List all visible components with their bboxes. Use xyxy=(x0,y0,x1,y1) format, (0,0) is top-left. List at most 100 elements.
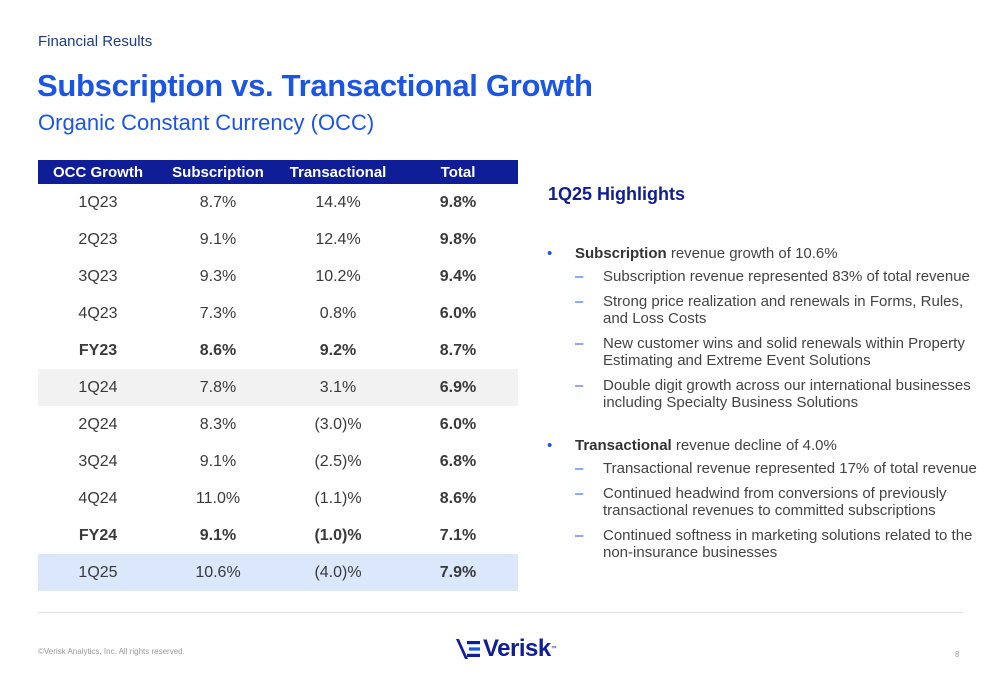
subscription-cell: 10.6% xyxy=(158,554,278,591)
table-row: 1Q24 7.8% 3.1% 6.9% xyxy=(38,369,518,406)
copyright-text: ©Verisk Analytics, Inc. All rights reser… xyxy=(38,647,185,656)
subscription-cell: 7.3% xyxy=(199,304,237,322)
transactional-cell: 3.1% xyxy=(278,369,398,406)
transactional-cell: 0.8% xyxy=(319,304,357,322)
period-cell: 1Q25 xyxy=(38,554,158,591)
column-header-total: Total xyxy=(398,160,518,184)
highlight-item-subscription: • Subscription revenue growth of 10.6% –… xyxy=(532,245,984,411)
footer-divider xyxy=(38,612,963,613)
subscription-cell: 11.0% xyxy=(195,489,241,507)
transactional-cell: 14.4% xyxy=(315,193,361,211)
period-cell: 1Q24 xyxy=(38,369,158,406)
highlight-sublist: – Transactional revenue represented 17% o… xyxy=(575,460,984,561)
table-row: 2Q24 8.3% (3.0)% 6.0% xyxy=(38,406,518,443)
highlight-subitem: – Continued softness in marketing solutio… xyxy=(575,527,984,561)
table-header-row: OCC Growth Subscription Transactional To… xyxy=(38,160,518,184)
subscription-cell: 8.7% xyxy=(199,193,237,211)
transactional-cell: (1.1)% xyxy=(314,489,362,507)
total-cell: 6.8% xyxy=(439,452,477,470)
table-row: 3Q24 9.1% (2.5)% 6.8% xyxy=(38,443,518,480)
highlight-subitem: – Strong price realization and renewals i… xyxy=(575,293,984,327)
period-cell: 1Q23 xyxy=(78,193,118,211)
total-cell: 6.9% xyxy=(398,369,518,406)
period-cell: 3Q23 xyxy=(78,267,118,285)
column-header-transactional: Transactional xyxy=(278,160,398,184)
page-subtitle: Organic Constant Currency (OCC) xyxy=(38,110,375,135)
total-cell: 6.0% xyxy=(439,304,477,322)
subscription-cell: 9.3% xyxy=(199,267,237,285)
bullet-icon: • xyxy=(547,245,553,262)
period-cell: 2Q24 xyxy=(78,415,118,433)
highlights-title: 1Q25 Highlights xyxy=(548,184,686,204)
highlight-bold: Transactional xyxy=(575,437,672,454)
subscription-cell: 7.8% xyxy=(158,369,278,406)
dash-icon: – xyxy=(575,527,584,544)
transactional-cell: 10.2% xyxy=(315,267,361,285)
total-cell: 7.1% xyxy=(439,526,477,544)
highlight-subitem: – New customer wins and solid renewals wi… xyxy=(575,335,984,369)
highlight-subitem-text: Transactional revenue represented 17% of… xyxy=(603,460,977,477)
period-cell: 4Q23 xyxy=(78,304,118,322)
total-cell: 6.0% xyxy=(439,415,477,433)
growth-table: OCC Growth Subscription Transactional To… xyxy=(38,160,518,591)
period-cell: 4Q24 xyxy=(78,489,118,507)
highlight-text: revenue growth of 10.6% xyxy=(666,245,838,262)
transactional-cell: (1.0)% xyxy=(314,526,362,544)
dash-icon: – xyxy=(575,485,584,502)
period-cell: 2Q23 xyxy=(78,230,118,248)
column-header-subscription: Subscription xyxy=(158,160,278,184)
column-header-occ-growth: OCC Growth xyxy=(38,160,158,184)
transactional-cell: 9.2% xyxy=(319,341,357,359)
total-cell: 8.6% xyxy=(439,489,477,507)
dash-icon: – xyxy=(575,293,584,310)
subscription-cell: 9.1% xyxy=(199,230,237,248)
dash-icon: – xyxy=(575,268,584,285)
total-cell: 9.4% xyxy=(439,267,477,285)
table-row: 2Q23 9.1% 12.4% 9.8% xyxy=(38,221,518,258)
table-row-fiscal-year: FY24 9.1% (1.0)% 7.1% xyxy=(38,517,518,554)
table-row: 3Q23 9.3% 10.2% 9.4% xyxy=(38,258,518,295)
subscription-cell: 8.6% xyxy=(199,341,237,359)
table-row: 4Q23 7.3% 0.8% 6.0% xyxy=(38,295,518,332)
highlight-item-transactional: • Transactional revenue decline of 4.0% … xyxy=(532,437,984,561)
highlight-text: revenue decline of 4.0% xyxy=(671,437,837,454)
highlight-subitem: – Double digit growth across our internat… xyxy=(575,377,984,411)
highlight-subitem: – Transactional revenue represented 17% o… xyxy=(575,460,984,477)
subscription-cell: 8.3% xyxy=(199,415,237,433)
table-row-current-quarter: 1Q25 10.6% (4.0)% 7.9% xyxy=(38,554,518,591)
highlight-subitem-text: Double digit growth across our internati… xyxy=(603,377,971,411)
transactional-cell: (3.0)% xyxy=(314,415,362,433)
dash-icon: – xyxy=(575,335,584,352)
table-row: 4Q24 11.0% (1.1)% 8.6% xyxy=(38,480,518,517)
page-number: 8 xyxy=(955,650,960,659)
bullet-icon: • xyxy=(547,437,553,454)
highlight-subitem: – Continued headwind from conversions of … xyxy=(575,485,984,519)
transactional-cell: (4.0)% xyxy=(278,554,398,591)
total-cell: 7.9% xyxy=(398,554,518,591)
transactional-cell: (2.5)% xyxy=(314,452,362,470)
highlight-subitem: – Subscription revenue represented 83% of… xyxy=(575,268,984,285)
period-cell: 3Q24 xyxy=(78,452,118,470)
period-cell: FY24 xyxy=(78,526,118,544)
total-cell: 8.7% xyxy=(439,341,477,359)
subscription-cell: 9.1% xyxy=(199,452,237,470)
section-label: Financial Results xyxy=(38,33,153,50)
verisk-logo: Verisk ™ xyxy=(455,635,557,663)
table-row: 1Q23 8.7% 14.4% 9.8% xyxy=(38,184,518,221)
highlight-subitem-text: Continued softness in marketing solution… xyxy=(603,527,973,561)
highlight-sublist: – Subscription revenue represented 83% of… xyxy=(575,268,984,411)
dash-icon: – xyxy=(575,377,584,394)
highlight-bold: Subscription xyxy=(575,245,667,262)
logo-wordmark: Verisk xyxy=(483,635,551,662)
subscription-cell: 9.1% xyxy=(199,526,237,544)
logo-trademark: ™ xyxy=(550,646,557,652)
highlight-subitem-text: Strong price realization and renewals in… xyxy=(603,293,964,327)
total-cell: 9.8% xyxy=(439,230,477,248)
transactional-cell: 12.4% xyxy=(315,230,361,248)
highlights-list: • Subscription revenue growth of 10.6% –… xyxy=(532,245,984,569)
verisk-logo-icon xyxy=(456,639,480,659)
dash-icon: – xyxy=(575,460,584,477)
highlight-subitem-text: New customer wins and solid renewals wit… xyxy=(603,335,965,369)
table-row-fiscal-year: FY23 8.6% 9.2% 8.7% xyxy=(38,332,518,369)
period-cell: FY23 xyxy=(78,341,118,359)
